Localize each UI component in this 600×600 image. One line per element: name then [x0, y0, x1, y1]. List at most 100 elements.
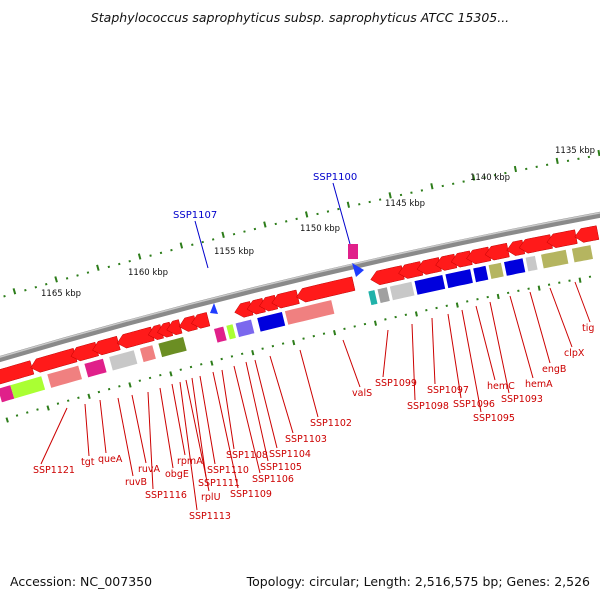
gene-label[interactable]: SSP1116	[145, 490, 187, 501]
forward-gene-arrow[interactable]	[30, 347, 78, 373]
gene-label-connector	[147, 391, 154, 490]
gene-label[interactable]: rpmA	[177, 456, 203, 467]
gene-label[interactable]: SSP1097	[427, 385, 469, 396]
forward-gene-arrow[interactable]	[296, 276, 356, 303]
gene-label[interactable]: ruvB	[125, 477, 147, 488]
forward-gene-arrow[interactable]	[435, 253, 458, 271]
gene-label[interactable]: SSP1102	[310, 418, 352, 429]
forward-gene-arrow[interactable]	[178, 315, 198, 332]
cds-feature-box[interactable]	[368, 290, 378, 306]
forward-gene-arrow[interactable]	[259, 294, 279, 312]
cds-feature-box[interactable]	[158, 337, 187, 358]
forward-gene-arrow[interactable]	[234, 301, 254, 318]
forward-gene-arrow[interactable]	[157, 321, 174, 338]
scale-tick	[149, 254, 152, 257]
gene-label[interactable]: SSP1104	[269, 449, 311, 460]
genome-summary-text: Topology: circular; Length: 2,516,575 bp…	[246, 574, 590, 589]
gene-label[interactable]: SSP1121	[33, 465, 75, 476]
gene-label[interactable]: SSP1113	[189, 511, 231, 522]
forward-gene-arrow[interactable]	[506, 239, 526, 256]
forward-gene-arrow[interactable]	[398, 261, 424, 279]
gene-label[interactable]: SSP1096	[453, 399, 495, 410]
forward-gene-arrow[interactable]	[574, 225, 600, 243]
forward-gene-arrow[interactable]	[416, 257, 442, 275]
cds-feature-box[interactable]	[377, 287, 390, 303]
gene-label[interactable]: SSP1099	[375, 378, 417, 389]
forward-gene-arrow[interactable]	[450, 250, 473, 268]
cds-feature-box[interactable]	[235, 319, 255, 338]
cds-feature-box[interactable]	[226, 324, 236, 340]
cds-feature-box[interactable]	[214, 326, 227, 343]
gene-label[interactable]: clpX	[564, 348, 585, 359]
cds-feature-box[interactable]	[109, 350, 138, 371]
ssp1100-marker-icon[interactable]	[352, 263, 364, 277]
gene-label[interactable]: SSP1106	[252, 474, 294, 485]
forward-gene-arrow[interactable]	[70, 341, 100, 362]
inner-tick	[169, 371, 173, 377]
forward-gene-arrow[interactable]	[370, 265, 405, 286]
highlight-label-ssp1107[interactable]: SSP1107	[173, 210, 217, 221]
scale-tick	[86, 271, 90, 274]
gene-label[interactable]: engB	[542, 364, 566, 375]
cds-feature-box[interactable]	[445, 269, 473, 289]
forward-gene-arrow[interactable]	[191, 312, 211, 329]
gene-label[interactable]: hemC	[487, 381, 515, 392]
ssp1107-marker-icon[interactable]	[210, 303, 218, 314]
cds-feature-box[interactable]	[488, 262, 504, 279]
gene-label[interactable]: obgE	[165, 469, 189, 480]
genome-backbone-arc-highlight	[0, 212, 600, 358]
gene-label[interactable]: SSP1110	[207, 465, 249, 476]
inner-tick	[138, 379, 142, 382]
forward-gene-arrow[interactable]	[546, 229, 578, 248]
gene-label[interactable]: SSP1108	[226, 450, 268, 461]
ssp1100-feature[interactable]	[348, 244, 358, 259]
forward-gene-arrow[interactable]	[484, 242, 510, 261]
cds-feature-box[interactable]	[10, 376, 46, 399]
scale-tick	[388, 192, 392, 199]
gene-label[interactable]: SSP1111	[198, 478, 240, 489]
forward-gene-arrow[interactable]	[271, 289, 300, 309]
gene-label[interactable]: SSP1095	[473, 413, 515, 424]
forward-gene-arrow[interactable]	[518, 234, 553, 254]
cds-feature-box[interactable]	[414, 275, 446, 295]
forward-gene-arrow[interactable]	[147, 324, 164, 340]
cds-feature-box[interactable]	[525, 255, 538, 272]
gene-label[interactable]: rplU	[201, 492, 221, 503]
cds-feature-box[interactable]	[47, 365, 82, 388]
gene-label-connector	[411, 323, 416, 401]
gene-label[interactable]: queA	[98, 454, 123, 465]
forward-gene-arrow[interactable]	[0, 360, 35, 385]
forward-gene-arrow[interactable]	[92, 335, 121, 356]
gene-label[interactable]: valS	[352, 388, 372, 399]
cds-feature-box[interactable]	[284, 300, 335, 325]
scale-tick	[179, 242, 184, 249]
gene-label[interactable]: hemA	[525, 379, 553, 390]
cds-feature-box[interactable]	[473, 265, 489, 283]
cds-feature-box[interactable]	[389, 281, 415, 301]
cds-feature-box[interactable]	[257, 312, 286, 332]
inner-tick	[26, 411, 29, 414]
forward-gene-arrow[interactable]	[116, 326, 155, 349]
cds-feature-box[interactable]	[571, 245, 593, 263]
cds-feature-box[interactable]	[139, 345, 156, 363]
cds-feature-box[interactable]	[541, 249, 569, 269]
gene-label[interactable]: tgt	[81, 457, 95, 468]
forward-gene-arrow[interactable]	[466, 246, 492, 265]
gene-label-connector	[40, 407, 68, 465]
gene-label[interactable]: SSP1109	[230, 489, 272, 500]
gene-label[interactable]: ruvA	[138, 464, 161, 475]
cds-feature-box[interactable]	[504, 258, 526, 276]
gene-label[interactable]: SSP1105	[260, 462, 302, 473]
scale-label: 1135 kbp	[555, 146, 595, 156]
gene-label[interactable]: SSP1103	[285, 434, 327, 445]
scale-tick	[472, 174, 476, 181]
gene-label-connector	[509, 295, 534, 379]
forward-gene-arrow[interactable]	[246, 297, 266, 315]
cds-feature-box[interactable]	[0, 385, 15, 403]
gene-label[interactable]: SSP1093	[501, 394, 543, 405]
highlight-label-ssp1100[interactable]: SSP1100	[313, 172, 357, 183]
gene-label[interactable]: SSP1098	[407, 401, 449, 412]
forward-gene-arrow[interactable]	[166, 319, 183, 336]
cds-feature-box[interactable]	[84, 358, 107, 378]
gene-label[interactable]: tig	[582, 323, 594, 334]
